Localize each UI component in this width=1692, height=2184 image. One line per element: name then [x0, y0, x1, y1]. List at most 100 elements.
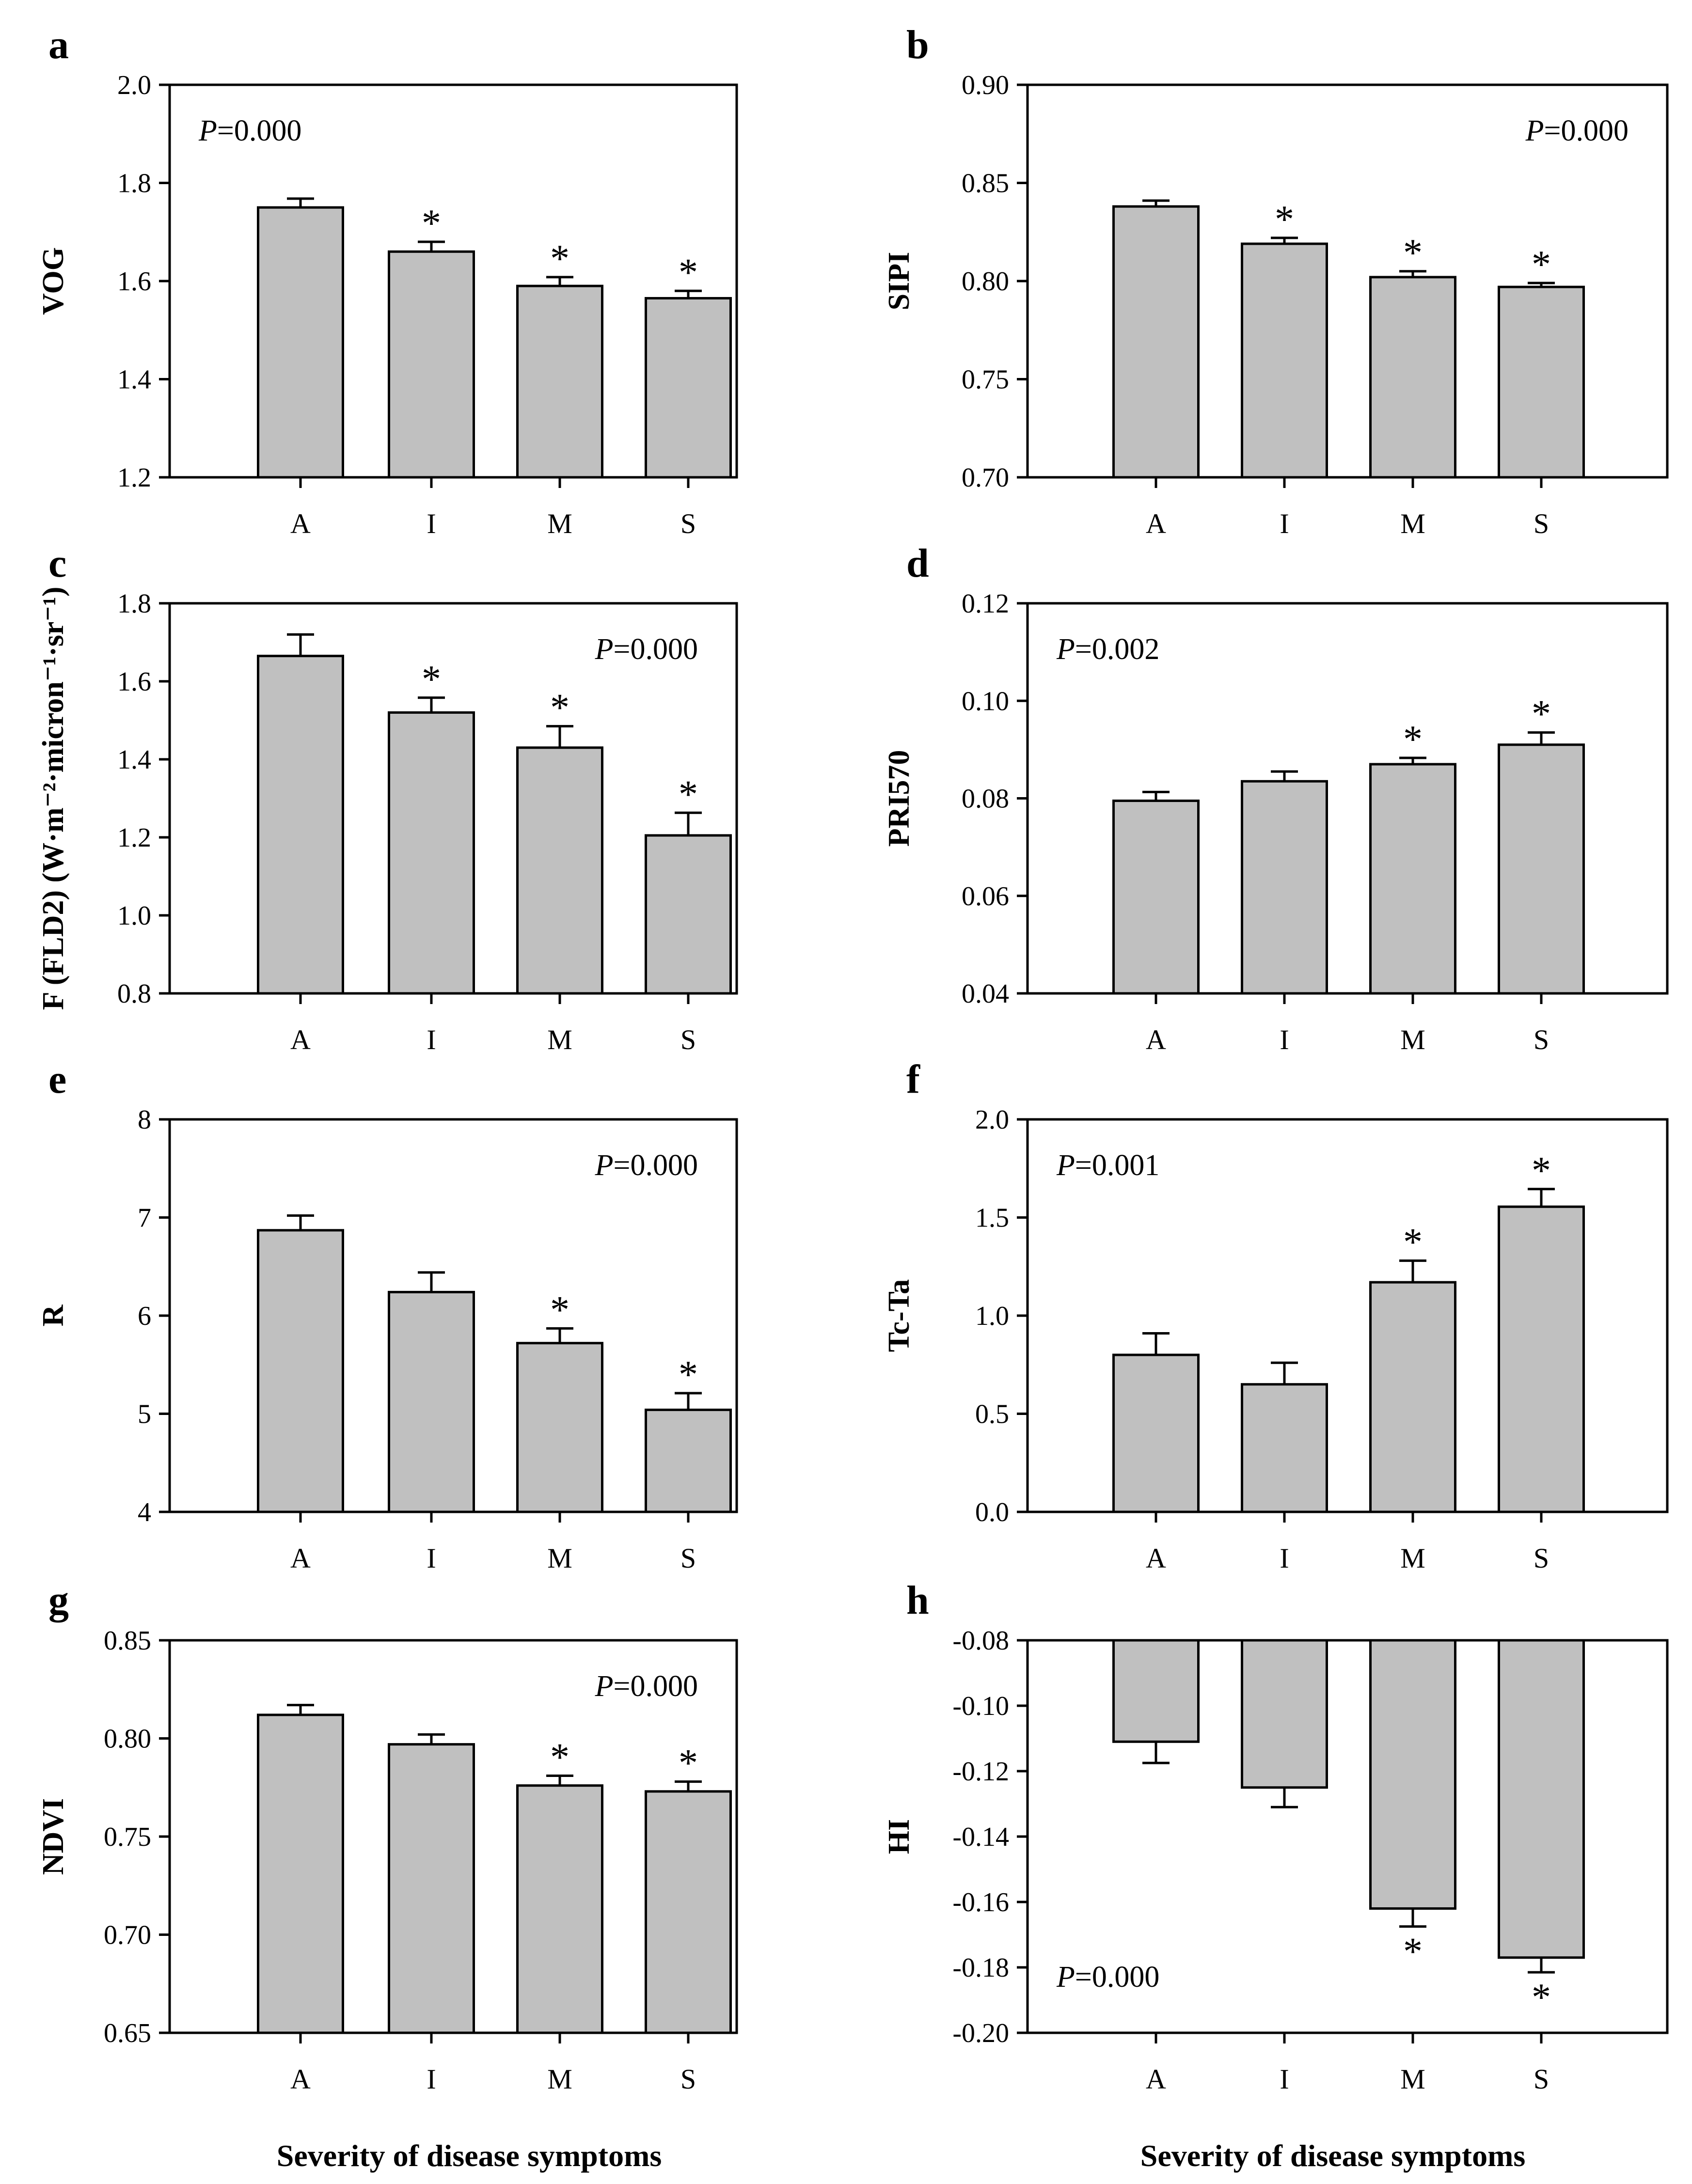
category-label: S [1534, 508, 1549, 539]
bar [1498, 1639, 1585, 1959]
y-tick-label: 0.0 [975, 1497, 1009, 1527]
p-symbol: P [198, 114, 217, 147]
y-tick-label: -0.20 [952, 2018, 1009, 2048]
y-tick-label: 4 [138, 1497, 151, 1527]
y-axis-label: PRI570 [883, 750, 916, 847]
error-bar [675, 1392, 702, 1410]
y-tick-label: -0.18 [952, 1953, 1009, 1983]
p-value: =0.000 [614, 1149, 698, 1182]
significance-star: * [550, 687, 569, 729]
error-bar [1399, 270, 1426, 277]
bar [257, 1713, 344, 2034]
bar [516, 284, 603, 479]
error-bar [418, 1733, 445, 1744]
y-tick-label: 0.75 [962, 365, 1009, 395]
category-label: M [1400, 1024, 1425, 1055]
error-bar [1399, 1908, 1426, 1928]
p-value-annotation: P=0.000 [198, 114, 301, 147]
error-bar [546, 276, 573, 286]
p-value-annotation: P=0.000 [595, 633, 698, 666]
bar [1369, 763, 1456, 995]
y-axis-label: R [37, 1304, 70, 1326]
y-tick-label: 1.6 [117, 267, 151, 297]
y-tick-label: 1.4 [117, 745, 151, 775]
y-tick-label: 1.8 [117, 169, 151, 199]
y-tick-label: 0.12 [962, 589, 1009, 619]
significance-star: * [679, 1742, 698, 1785]
category-label: M [547, 1024, 572, 1055]
panel-letter: h [906, 1578, 929, 1623]
bar [388, 1290, 475, 1513]
error-bar [1142, 1742, 1170, 1764]
category-label: M [1400, 2063, 1425, 2095]
bar [1241, 1383, 1328, 1513]
x-axis-title-left: Severity of disease symptoms [277, 2138, 662, 2173]
y-tick-label: 0.80 [104, 1724, 151, 1754]
bar [388, 1743, 475, 2034]
panel-letter: f [906, 1057, 920, 1102]
charts: aA*I*M*S1.21.41.61.82.0VOGP=0.000bA*I*M*… [37, 22, 1669, 2095]
y-tick-label: 1.4 [117, 365, 151, 395]
panel-b: b A * I * M * S 0.70 0.75 0.80 0.85 0.90 SIPI P=0.000 [883, 22, 1669, 539]
category-label: S [680, 508, 696, 539]
significance-star: * [550, 1736, 569, 1778]
error-bar [675, 1780, 702, 1791]
y-tick-label: 1.5 [975, 1203, 1009, 1233]
bar [257, 206, 344, 479]
y-tick-label: 1.2 [117, 463, 151, 493]
p-value: =0.000 [614, 1670, 698, 1703]
y-tick-label: 2.0 [117, 70, 151, 100]
p-value-annotation: P=0.000 [1056, 1961, 1159, 1994]
error-bar [1142, 1332, 1170, 1355]
error-bar [418, 240, 445, 252]
y-tick-label: 8 [138, 1105, 151, 1135]
bar [516, 1342, 603, 1513]
category-label: S [1534, 1024, 1549, 1055]
bar [388, 250, 475, 479]
significance-star: * [1532, 1976, 1551, 2019]
y-axis-label: NDVI [37, 1798, 70, 1875]
significance-star: * [550, 1288, 569, 1331]
y-tick-label: -0.14 [952, 1822, 1009, 1852]
bar [1498, 743, 1585, 995]
panel-e: e A I * M * S 4 5 6 7 8 R P=0.000 [37, 1057, 738, 1574]
bar [1112, 205, 1200, 479]
panel-letter: e [48, 1057, 66, 1102]
error-bar [1399, 756, 1426, 765]
plot-frame [168, 602, 738, 995]
category-label: M [547, 2063, 572, 2095]
panel-h: h A I * M * S -0.20 -0.18 -0.16 -0.14 -0.12 -0.10 -0.… [883, 1578, 1669, 2095]
category-label: A [290, 508, 311, 539]
significance-star: * [1403, 718, 1423, 761]
category-label: S [1534, 1542, 1549, 1574]
y-tick-label: 6 [138, 1301, 151, 1331]
significance-star: * [1403, 1931, 1423, 1973]
p-value: =0.000 [1544, 114, 1629, 147]
category-label: M [547, 508, 572, 539]
p-symbol: P [595, 1149, 614, 1182]
p-value-annotation: P=0.000 [1525, 114, 1629, 147]
significance-star: * [422, 658, 441, 701]
category-label: M [1400, 1542, 1425, 1574]
y-axis-label: SIPI [883, 252, 916, 311]
p-symbol: P [1056, 633, 1075, 666]
significance-star: * [679, 1353, 698, 1396]
y-tick-label: 0.70 [104, 1920, 151, 1950]
category-label: I [427, 1024, 436, 1055]
category-label: A [290, 1024, 311, 1055]
category-label: A [1146, 2063, 1166, 2095]
error-bar [546, 1327, 573, 1343]
error-bar [418, 696, 445, 713]
significance-star: * [1403, 232, 1423, 274]
error-bar [1528, 731, 1555, 745]
error-bar [1142, 790, 1170, 801]
panel-letter: a [48, 22, 69, 67]
error-bar [287, 197, 314, 208]
y-tick-label: 0.70 [962, 463, 1009, 493]
panel-letter: b [906, 22, 929, 67]
category-label: I [1280, 1024, 1289, 1055]
significance-star: * [1532, 693, 1551, 736]
panel-g: g A I * M * S 0.65 0.70 0.75 0.80 0.85 NDVI P=0.000 [37, 1578, 738, 2095]
bar [645, 297, 732, 479]
